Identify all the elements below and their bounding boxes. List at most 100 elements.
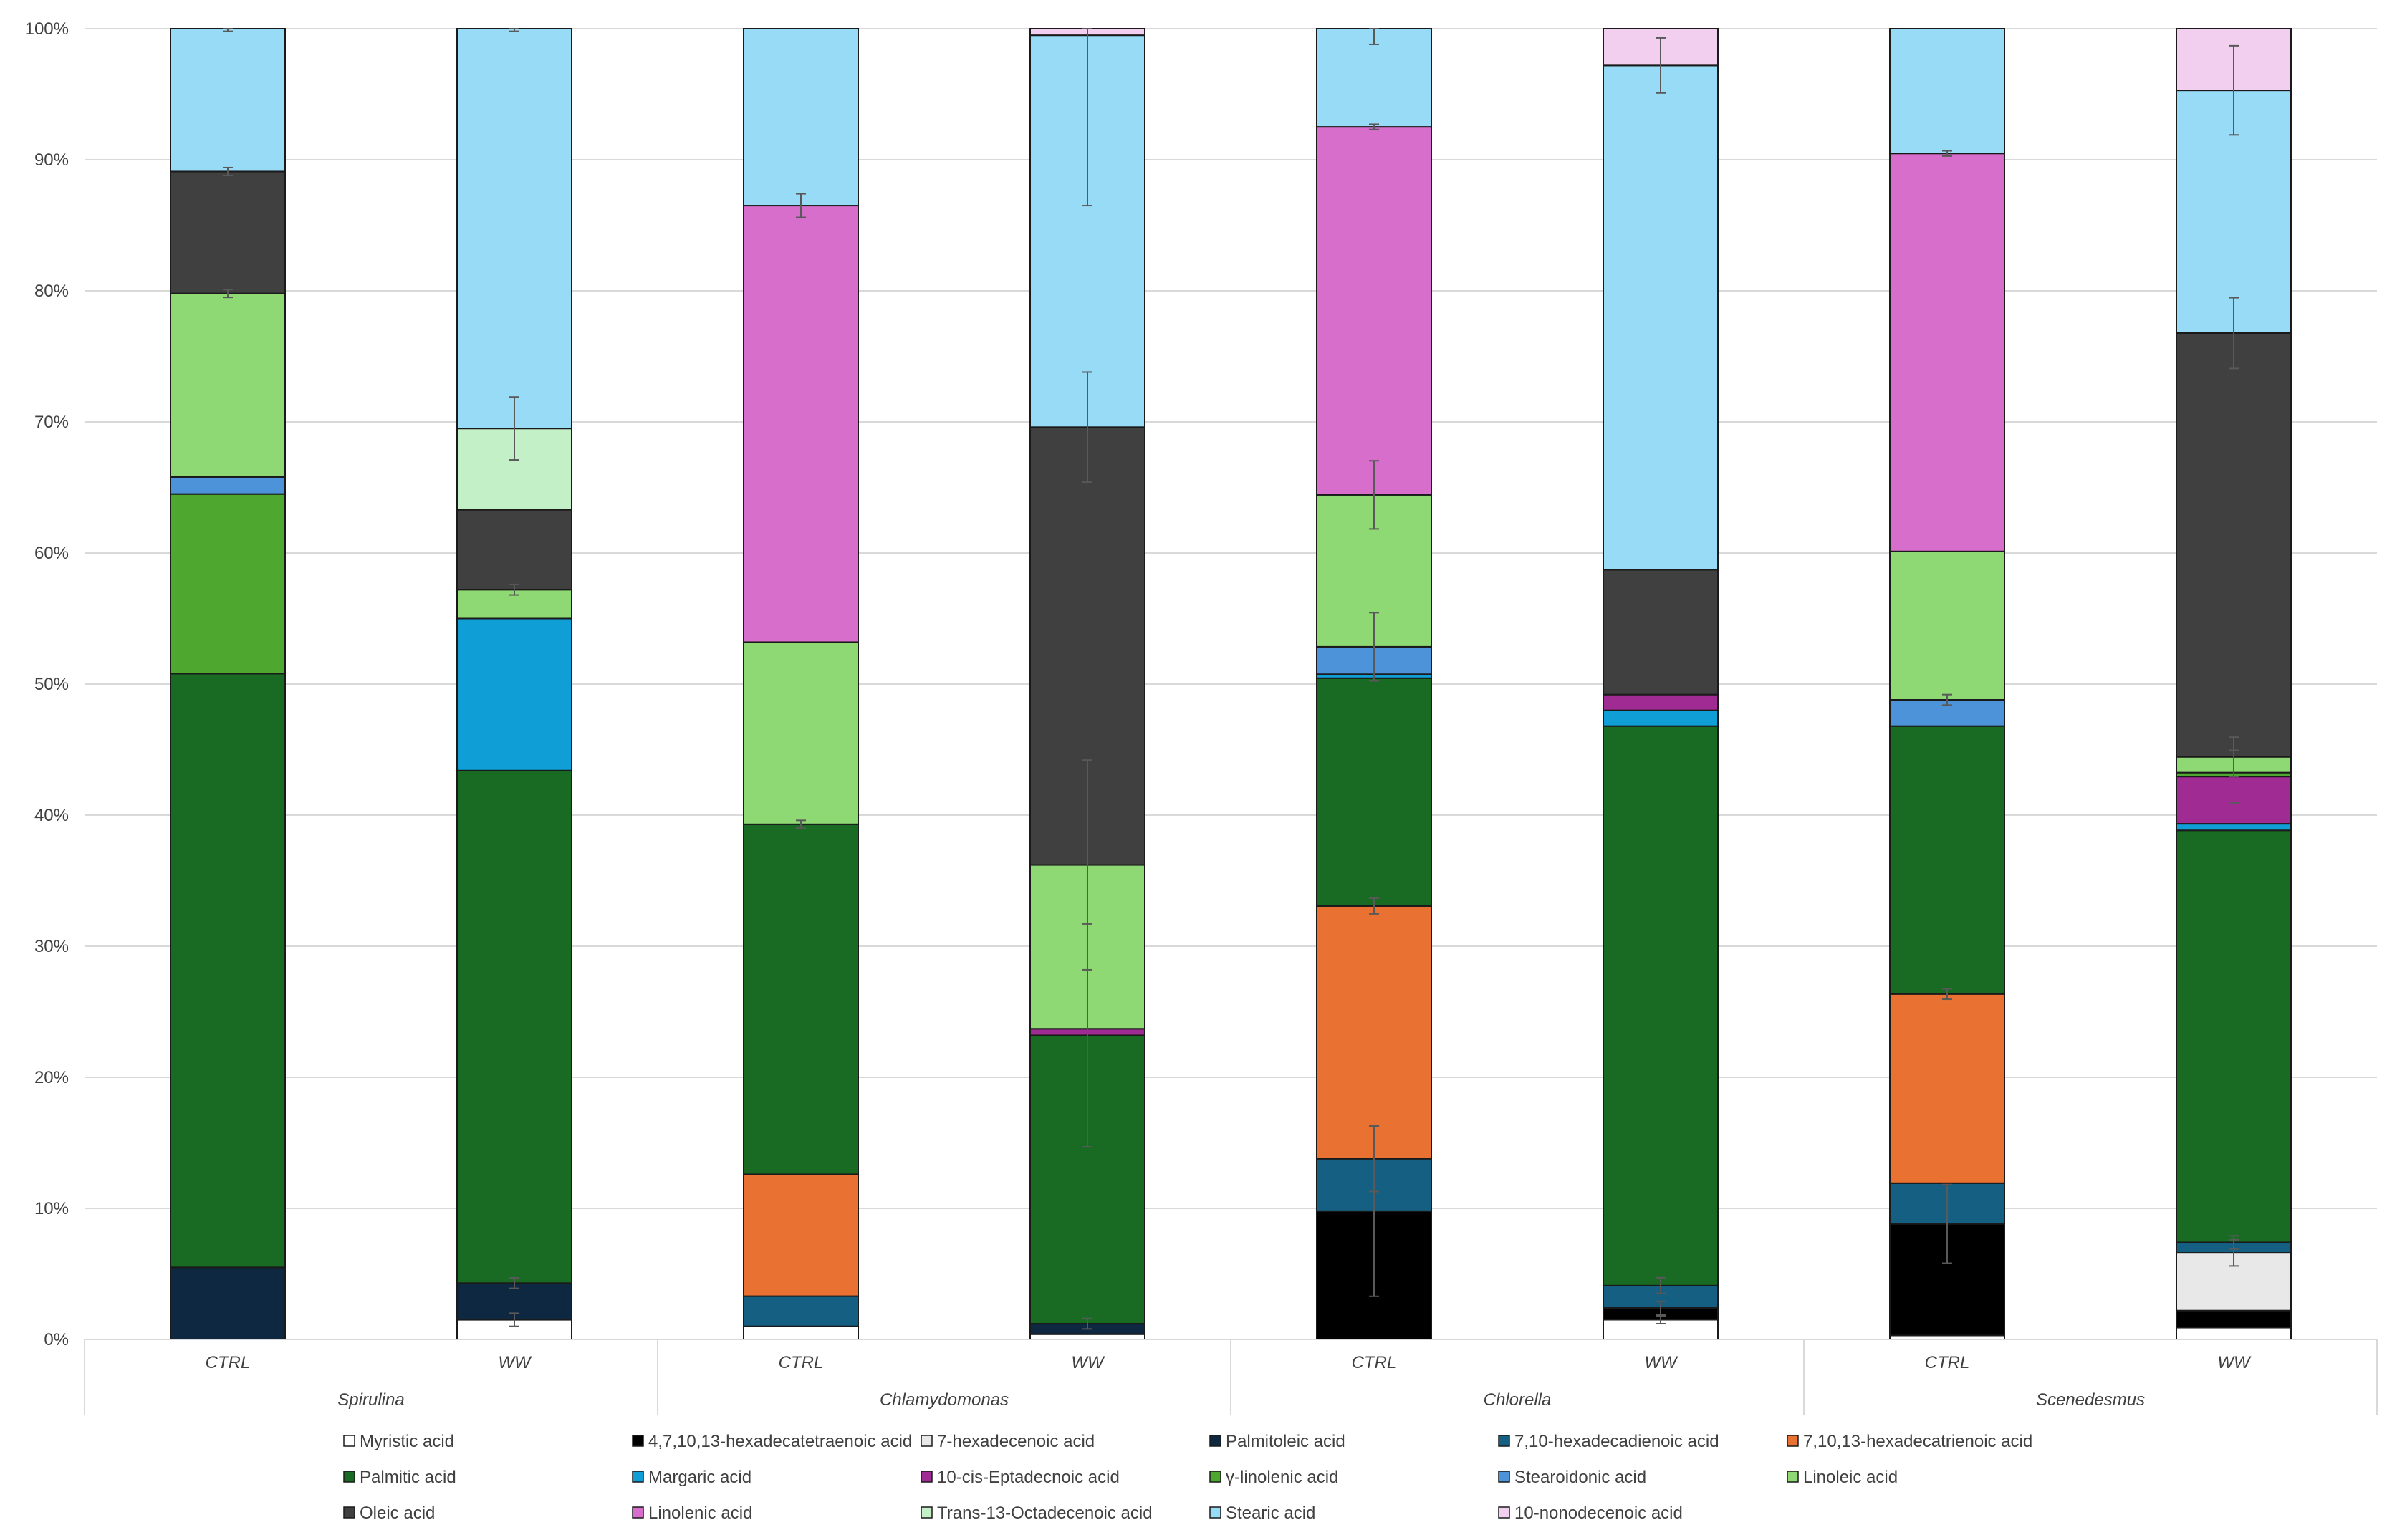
legend-swatch bbox=[921, 1471, 933, 1483]
legend-swatch bbox=[1498, 1435, 1510, 1447]
error-bar-stearic-acid bbox=[509, 28, 519, 32]
group-label: Spirulina bbox=[337, 1390, 404, 1410]
legend-swatch bbox=[921, 1435, 933, 1447]
legend-swatch bbox=[1787, 1471, 1799, 1483]
group-label: Scenedesmus bbox=[2036, 1390, 2145, 1410]
x-axis: CTRL WW Spirulina CTRL WW Chlamydomonas CTRL WW… bbox=[84, 1339, 2378, 1415]
error-bar-myristic-acid bbox=[509, 1312, 519, 1327]
y-axis: 0% 10% 20% 30% 40% 50% 60% 70% 80% 90% 100% bbox=[25, 19, 69, 1349]
error-bar-linoleic-acid bbox=[2229, 736, 2239, 778]
legend-label: Linoleic acid bbox=[1803, 1468, 1898, 1487]
bar-segment-oleic-acid bbox=[1603, 569, 1719, 696]
legend-label: Myristic acid bbox=[360, 1432, 454, 1451]
error-bar-oleic-acid bbox=[2229, 297, 2239, 370]
y-tick-label: 0% bbox=[44, 1330, 69, 1349]
error-bar-oleic-acid bbox=[223, 166, 233, 176]
error-bar-stearic-acid bbox=[1369, 28, 1379, 45]
legend-swatch bbox=[632, 1471, 644, 1483]
x-tick-label: WW bbox=[1071, 1353, 1105, 1372]
error-bar-stearoidonic-acid bbox=[1942, 693, 1952, 706]
error-bar-linoleic-acid bbox=[1369, 460, 1379, 530]
x-tick-label: CTRL bbox=[206, 1353, 251, 1372]
bar-segment-7-10-13-hexadecatrienoic-acid bbox=[1889, 993, 2005, 1184]
error-bar-palmitic-acid bbox=[796, 819, 806, 829]
legend-label: Margaric acid bbox=[648, 1468, 751, 1487]
bar-segment-palmitic-acid bbox=[170, 673, 286, 1269]
legend-label: Palmitic acid bbox=[360, 1468, 456, 1487]
bar-segment-palmitic-acid bbox=[743, 823, 859, 1175]
legend-item-linolenic-acid: γ-linolenic acid bbox=[1209, 1468, 1338, 1487]
bar-segment-palmitic-acid bbox=[1889, 725, 2005, 995]
bar-segment-palmitic-acid bbox=[1603, 725, 1719, 1286]
legend-swatch bbox=[921, 1506, 933, 1519]
bar-segment-oleic-acid bbox=[456, 509, 572, 591]
legend-item-10-cis-eptadecnoic-acid: 10-cis-Eptadecnoic acid bbox=[921, 1468, 1120, 1487]
error-bar-7-10-hexadecadienoic-acid bbox=[1656, 1276, 1666, 1294]
legend-label: Palmitoleic acid bbox=[1226, 1432, 1345, 1451]
y-tick-label: 90% bbox=[34, 150, 69, 170]
bar-segment-oleic-acid bbox=[2176, 332, 2292, 758]
error-bar-linolenic-acid bbox=[1942, 150, 1952, 157]
legend-swatch bbox=[343, 1471, 355, 1483]
y-tick-label: 50% bbox=[34, 675, 69, 694]
y-tick-label: 30% bbox=[34, 937, 69, 956]
error-bar-oleic-acid bbox=[1082, 371, 1092, 483]
legend-item-palmitic-acid: Palmitic acid bbox=[343, 1468, 456, 1487]
y-tick-label: 60% bbox=[34, 544, 69, 563]
legend-swatch bbox=[632, 1435, 644, 1447]
error-bar-linoleic-acid bbox=[509, 583, 519, 596]
legend-item-linoleic-acid: Linoleic acid bbox=[1787, 1468, 1898, 1487]
legend-swatch bbox=[632, 1506, 644, 1519]
bar-segment-stearic-acid bbox=[1889, 28, 2005, 155]
legend-item-10-nonodecenoic-acid: 10-nonodecenoic acid bbox=[1498, 1503, 1683, 1523]
legend-item-stearoidonic-acid: Stearoidonic acid bbox=[1498, 1468, 1646, 1487]
bar-segment-palmitic-acid bbox=[1316, 677, 1432, 907]
legend-item-myristic-acid: Myristic acid bbox=[343, 1432, 454, 1451]
x-tick-label: CTRL bbox=[1925, 1353, 1970, 1372]
x-tick-label: WW bbox=[1644, 1353, 1678, 1372]
error-bar-7-10-hexadecadienoic-acid bbox=[1369, 1125, 1379, 1193]
bar-segment-10-cis-eptadecnoic-acid bbox=[1603, 693, 1719, 711]
error-bar-linoleic-acid bbox=[223, 289, 233, 299]
y-tick-label: 10% bbox=[34, 1199, 69, 1218]
x-tick-label: WW bbox=[2217, 1353, 2252, 1372]
bar-segment-stearic-acid bbox=[743, 28, 859, 207]
legend-item-7-10-hexadecadienoic-acid: 7,10-hexadecadienoic acid bbox=[1498, 1432, 1719, 1451]
bar-segment-margaric-acid bbox=[456, 617, 572, 771]
legend-label: 10-cis-Eptadecnoic acid bbox=[937, 1468, 1120, 1487]
bars bbox=[170, 28, 2292, 1341]
y-tick-label: 20% bbox=[34, 1068, 69, 1087]
legend-label: Oleic acid bbox=[360, 1503, 435, 1523]
error-bar-stearic-acid bbox=[2229, 44, 2239, 136]
y-tick-label: 100% bbox=[25, 19, 69, 39]
legend-item-trans-13-octadecenoic-acid: Trans-13-Octadecenoic acid bbox=[921, 1503, 1153, 1523]
legend-item-margaric-acid: Margaric acid bbox=[632, 1468, 751, 1487]
error-bar-palmitoleic-acid bbox=[509, 1276, 519, 1289]
bar-segment-linolenic-acid bbox=[170, 493, 286, 675]
y-tick-label: 40% bbox=[34, 806, 69, 825]
bar-segment-stearic-acid bbox=[456, 28, 572, 430]
y-tick-label: 70% bbox=[34, 413, 69, 432]
legend-swatch bbox=[1209, 1471, 1221, 1483]
bar-segment-linoleic-acid bbox=[1889, 550, 2005, 701]
legend-label: 7,10-hexadecadienoic acid bbox=[1514, 1432, 1719, 1451]
bar-segment-margaric-acid bbox=[1603, 709, 1719, 727]
bar-segment-stearic-acid bbox=[170, 28, 286, 173]
legend-swatch bbox=[1787, 1435, 1799, 1447]
legend-swatch bbox=[1498, 1471, 1510, 1483]
error-bar-stearic-acid bbox=[223, 28, 233, 32]
error-bar-7-10-13-hexadecatrienoic-acid bbox=[1942, 988, 1952, 1001]
bar-segment-margaric-acid bbox=[2176, 823, 2292, 832]
x-tick-label: CTRL bbox=[779, 1353, 824, 1372]
error-bar-stearic-acid bbox=[1656, 37, 1666, 94]
legend-swatch bbox=[1209, 1435, 1221, 1447]
bar-segment-palmitoleic-acid bbox=[170, 1266, 286, 1340]
bar-segment-myristic-acid bbox=[2176, 1327, 2292, 1341]
error-bar-7-10-hexadecadienoic-acid bbox=[2229, 1235, 2239, 1250]
legend-item-linolenic-acid: Linolenic acid bbox=[632, 1503, 752, 1523]
legend-item-palmitoleic-acid: Palmitoleic acid bbox=[1209, 1432, 1345, 1451]
legend-swatch bbox=[343, 1506, 355, 1519]
bar-segment-linolenic-acid bbox=[1889, 153, 2005, 552]
bar-segment-7-10-13-hexadecatrienoic-acid bbox=[1316, 905, 1432, 1160]
bar-segment-4-7-10-13-hexadecatetraenoic-acid bbox=[2176, 1309, 2292, 1329]
